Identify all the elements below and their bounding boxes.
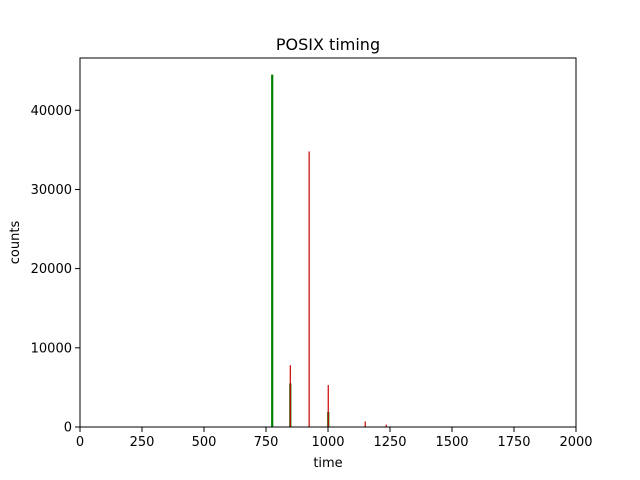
y-tick-label: 30000 [31, 183, 72, 198]
y-tick-label: 10000 [31, 341, 72, 356]
bar-series-1-1 [308, 151, 310, 427]
plot-frame [79, 57, 577, 428]
bars-group [271, 74, 387, 427]
x-tick-label: 1500 [435, 435, 468, 450]
bar-series-1-0 [289, 365, 291, 427]
x-axis-ticks: 0 250 500 750 1000 1250 1500 1750 2000 [76, 427, 593, 450]
y-tick-label: 0 [64, 421, 72, 436]
x-tick-label: 2000 [559, 435, 592, 450]
bar-series-1-3 [364, 421, 366, 427]
bar-series-1-4 [385, 424, 387, 427]
chart-title: POSIX timing [276, 35, 380, 54]
x-tick-label: 500 [192, 435, 217, 450]
bar-series-0-0 [271, 74, 274, 427]
y-tick-label: 40000 [31, 104, 72, 119]
x-tick-label: 250 [130, 435, 155, 450]
x-tick-label: 1000 [311, 435, 344, 450]
x-axis-label: time [313, 456, 342, 471]
y-tick-label: 20000 [31, 262, 72, 277]
bar-series-1-2 [327, 385, 329, 427]
y-axis-label: counts [8, 221, 23, 265]
x-tick-label: 750 [254, 435, 279, 450]
x-tick-label: 1750 [497, 435, 530, 450]
x-tick-label: 0 [76, 435, 84, 450]
x-tick-label: 1250 [373, 435, 406, 450]
y-axis-ticks: 0 10000 20000 30000 40000 [31, 104, 80, 436]
